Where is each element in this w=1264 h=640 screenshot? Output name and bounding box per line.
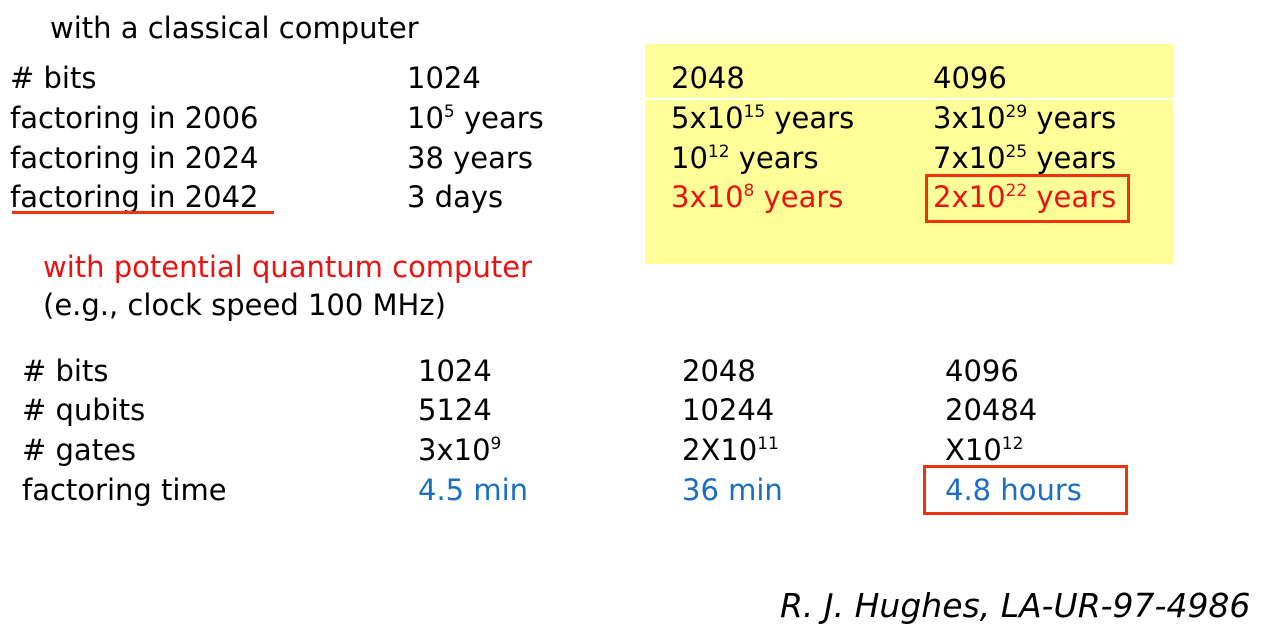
quantum-qubits-1024: 5124 [418, 393, 492, 427]
quantum-label-bits: # bits [22, 354, 109, 388]
highlight-frame-classical [925, 174, 1130, 223]
classical-label-bits: # bits [10, 61, 97, 95]
quantum-qubits-4096: 20484 [945, 393, 1038, 427]
classical-bits-2048: 2048 [671, 61, 745, 95]
label-underline [12, 211, 274, 214]
classical-bits-1024: 1024 [407, 61, 481, 95]
classical-2042-4096: 2x1022 years [933, 180, 1117, 214]
classical-2024-4096: 7x1025 years [933, 141, 1117, 175]
quantum-heading: with potential quantum computer [43, 250, 532, 284]
quantum-subheading: (e.g., clock speed 100 MHz) [43, 288, 446, 322]
classical-2006-2048: 5x1015 years [671, 101, 855, 135]
quantum-label-qubits: # qubits [22, 393, 146, 427]
quantum-gates-4096: X1012 [945, 433, 1024, 467]
citation: R. J. Hughes, LA-UR-97-4986 [780, 586, 1251, 625]
classical-label-2024: factoring in 2024 [10, 141, 259, 175]
classical-label-2006: factoring in 2006 [10, 101, 259, 135]
classical-2006-1024: 105 years [407, 101, 544, 135]
highlight-frame-quantum [923, 465, 1128, 515]
quantum-label-factoring-time: factoring time [22, 473, 227, 507]
quantum-qubits-2048: 10244 [682, 393, 775, 427]
quantum-time-4096: 4.8 hours [945, 473, 1082, 507]
quantum-bits-4096: 4096 [945, 354, 1019, 388]
classical-2042-1024: 3 days [407, 180, 504, 214]
quantum-gates-2048: 2X1011 [682, 433, 779, 467]
highlight-region [645, 44, 1173, 264]
classical-heading: with a classical computer [50, 11, 419, 45]
quantum-bits-2048: 2048 [682, 354, 756, 388]
classical-2042-2048: 3x108 years [671, 180, 844, 214]
classical-2024-2048: 1012 years [671, 141, 819, 175]
quantum-gates-1024: 3x109 [418, 433, 502, 467]
classical-2006-4096: 3x1029 years [933, 101, 1117, 135]
quantum-label-gates: # gates [22, 433, 137, 467]
quantum-bits-1024: 1024 [418, 354, 492, 388]
classical-label-2042: factoring in 2042 [10, 180, 259, 214]
classical-bits-4096: 4096 [933, 61, 1007, 95]
classical-2024-1024: 38 years [407, 141, 533, 175]
highlight-divider [645, 98, 1173, 100]
quantum-time-1024: 4.5 min [418, 473, 529, 507]
quantum-time-2048: 36 min [682, 473, 783, 507]
